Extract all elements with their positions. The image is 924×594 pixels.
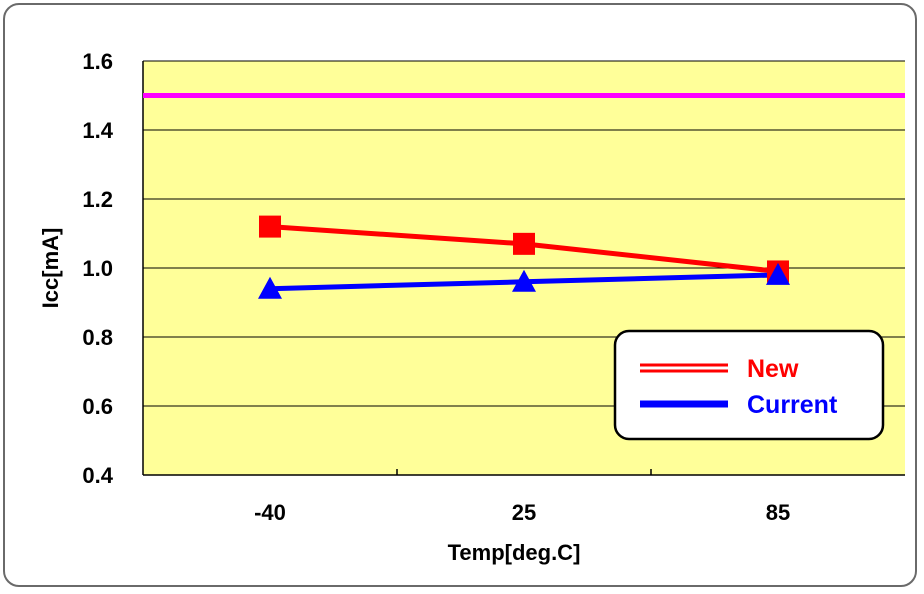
y-tick-label: 1.2: [82, 187, 113, 212]
y-tick-label: 0.6: [82, 394, 113, 419]
legend-box: [613, 329, 885, 441]
data-point-current: [766, 262, 790, 285]
y-tick-label: 1.0: [82, 256, 113, 281]
data-point-new: [513, 232, 535, 255]
x-tick-labels: -40 25 85: [254, 500, 790, 525]
data-point-current: [512, 269, 536, 292]
data-point-current: [258, 276, 282, 299]
axes: [142, 61, 905, 476]
x-axis-title: Temp[deg.C]: [448, 540, 581, 565]
legend-label-current: Current: [747, 391, 838, 419]
data-point-new: [259, 215, 281, 238]
legend-label-new: New: [747, 355, 799, 383]
x-tick-label: 85: [766, 500, 790, 525]
y-tick-label: 0.4: [82, 463, 113, 488]
x-tick-label: -40: [254, 500, 286, 525]
y-tick-label: 1.6: [82, 49, 113, 74]
x-tick-label: 25: [512, 500, 536, 525]
y-tick-labels: 0.4 0.6 0.8 1.0 1.2 1.4 1.6: [82, 49, 113, 488]
y-tick-label: 0.8: [82, 325, 113, 350]
y-tick-label: 1.4: [82, 118, 113, 143]
legend: New Current: [613, 329, 885, 441]
y-axis-title: Icc[mA]: [38, 228, 63, 309]
data-markers: [258, 215, 790, 299]
